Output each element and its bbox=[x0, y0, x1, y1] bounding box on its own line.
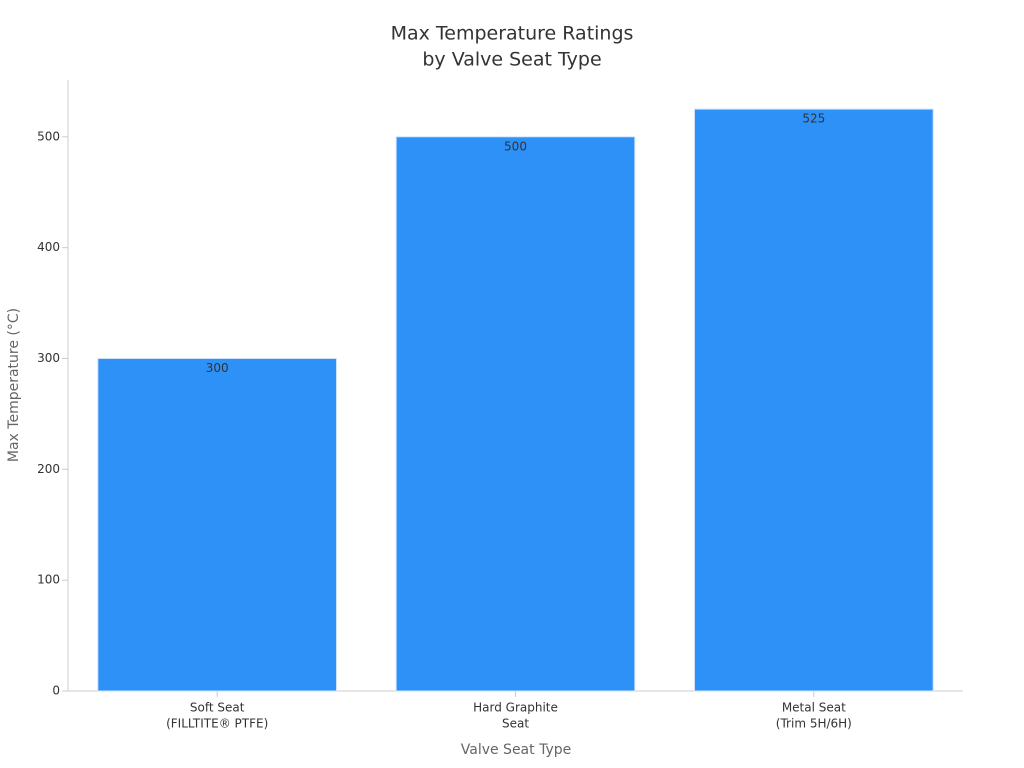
y-axis-label: Max Temperature (°C) bbox=[6, 308, 22, 462]
x-tick-label: Seat bbox=[502, 717, 529, 731]
x-tick-label: (FILLTITE® PTFE) bbox=[166, 717, 268, 731]
value-label: 500 bbox=[504, 139, 527, 153]
chart-title: Max Temperature Ratings bbox=[391, 23, 634, 45]
x-tick-label: Metal Seat bbox=[782, 701, 846, 715]
y-tick-label: 0 bbox=[52, 684, 60, 698]
bar bbox=[694, 108, 934, 692]
y-tick-label: 100 bbox=[37, 573, 60, 587]
y-tick-label: 300 bbox=[37, 351, 60, 365]
x-axis-label: Valve Seat Type bbox=[461, 742, 571, 758]
y-tick-label: 500 bbox=[37, 129, 60, 143]
value-label: 300 bbox=[206, 361, 229, 375]
y-tick-label: 400 bbox=[37, 240, 60, 254]
bar bbox=[395, 136, 636, 692]
bar bbox=[97, 357, 338, 692]
y-tick-label: 200 bbox=[37, 462, 60, 476]
x-tick-label: (Trim 5H/6H) bbox=[776, 717, 852, 731]
chart-title: by Valve Seat Type bbox=[422, 49, 601, 71]
x-tick-label: Soft Seat bbox=[190, 701, 245, 715]
value-label: 525 bbox=[802, 112, 825, 126]
x-tick-label: Hard Graphite bbox=[473, 701, 558, 715]
